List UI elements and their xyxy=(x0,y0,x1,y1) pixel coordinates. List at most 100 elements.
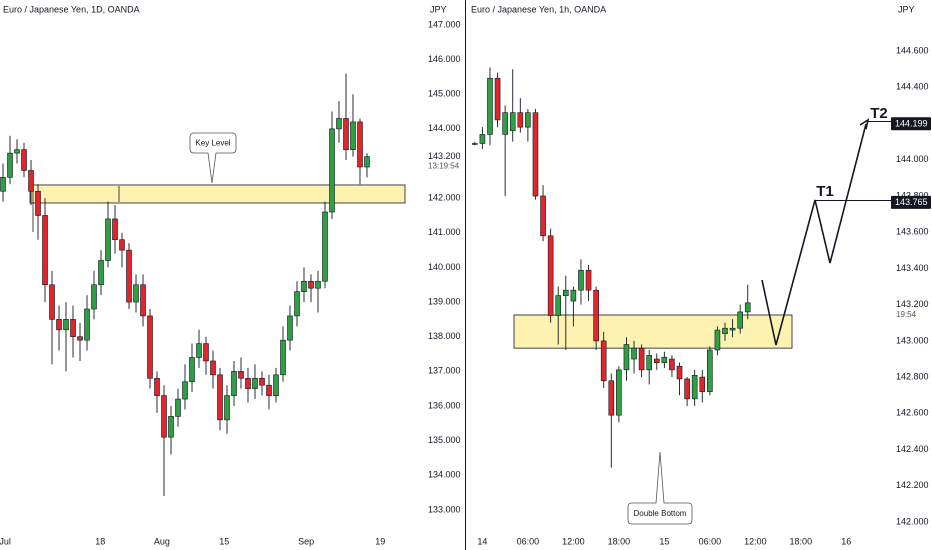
target-label: T1 xyxy=(816,183,834,200)
candle-body xyxy=(210,360,216,376)
y-tick-label: 141.000 xyxy=(428,227,461,237)
candle-body xyxy=(238,371,244,379)
price-label: 144.199 xyxy=(895,119,928,129)
candle-body xyxy=(154,377,160,396)
candle-body xyxy=(494,77,501,121)
candle-body xyxy=(616,369,622,416)
candle-body xyxy=(56,319,62,331)
candle-body xyxy=(112,218,118,241)
candle-body xyxy=(729,327,736,331)
candle-body xyxy=(147,315,153,379)
candle-body xyxy=(308,280,314,289)
candle-body xyxy=(119,239,125,251)
x-tick-label: 12:00 xyxy=(562,536,585,546)
x-tick-label: 16 xyxy=(841,536,851,546)
x-tick-label: Sep xyxy=(298,536,314,546)
candle-body xyxy=(502,112,508,135)
y-tick-label: 137.000 xyxy=(428,366,461,376)
candle-body xyxy=(294,291,300,317)
candle-body xyxy=(555,295,562,316)
candle-body xyxy=(676,365,683,380)
x-tick-label: 18:00 xyxy=(608,536,631,546)
x-tick-label: 12:00 xyxy=(744,536,767,546)
price-label-box xyxy=(891,195,931,209)
candle-body xyxy=(699,376,706,392)
candle-body xyxy=(301,280,307,292)
projection-arrow xyxy=(859,118,870,130)
candle-body xyxy=(70,319,76,338)
candle-body xyxy=(722,327,728,334)
candle-body xyxy=(336,118,342,130)
candle-body xyxy=(669,358,675,371)
candle-body xyxy=(593,289,599,342)
axis-unit: JPY xyxy=(898,4,915,14)
candle-body xyxy=(266,384,272,396)
candle-body xyxy=(252,377,258,389)
candle-body xyxy=(684,378,690,400)
candle-body xyxy=(600,340,607,382)
zone xyxy=(29,184,406,204)
candle-body xyxy=(203,343,209,362)
candle-body xyxy=(224,395,230,421)
x-tick-label: 15 xyxy=(659,536,669,546)
candle-body xyxy=(231,371,237,396)
countdown: 13:19:54 xyxy=(428,162,460,171)
y-tick-label: 143.400 xyxy=(896,263,929,273)
y-tick-label: 133.000 xyxy=(428,504,461,514)
y-tick-label: 138.000 xyxy=(428,331,461,341)
price-label: 143.200 xyxy=(428,151,461,161)
candle-body xyxy=(245,377,251,389)
y-tick-label: 143.600 xyxy=(896,227,929,237)
y-tick-label: 143.000 xyxy=(896,335,929,345)
candle-body xyxy=(744,302,751,313)
candle-body xyxy=(287,315,293,341)
candle-body xyxy=(517,112,524,128)
candle-body xyxy=(578,269,584,291)
x-tick-label: 18:00 xyxy=(790,536,813,546)
candle-body xyxy=(343,118,349,150)
x-tick-label: Jul xyxy=(0,536,11,546)
candle-body xyxy=(161,395,167,438)
y-tick-label: 147.000 xyxy=(428,19,461,29)
y-tick-label: 140.000 xyxy=(428,262,461,272)
callout-box xyxy=(189,132,237,184)
y-tick-label: 146.000 xyxy=(428,54,461,64)
candle-body xyxy=(168,416,174,438)
candle-body xyxy=(189,357,195,383)
countdown: 19:54 xyxy=(896,310,917,319)
candle-body xyxy=(322,211,328,282)
callout-box xyxy=(627,451,693,525)
y-tick-label: 142.000 xyxy=(896,516,929,526)
candle-body xyxy=(532,112,539,197)
candle-body xyxy=(49,284,55,320)
candle-body xyxy=(63,319,69,331)
x-tick-label: 06:00 xyxy=(699,536,722,546)
x-tick-label: Aug xyxy=(154,536,170,546)
y-tick-label: 142.400 xyxy=(896,444,929,454)
x-tick-label: 06:00 xyxy=(517,536,540,546)
y-tick-label: 136.000 xyxy=(428,400,461,410)
axis-unit: JPY xyxy=(430,4,447,14)
candle-body xyxy=(105,218,111,261)
candle-body xyxy=(175,398,181,417)
candle-body xyxy=(98,260,104,286)
candle-body xyxy=(562,289,569,296)
candle-body xyxy=(540,195,546,237)
candle-body xyxy=(487,77,493,135)
target-label: T2 xyxy=(870,105,888,122)
candle-body xyxy=(364,156,370,168)
candle-body xyxy=(217,374,223,421)
y-tick-label: 144.000 xyxy=(896,154,929,164)
candle-body xyxy=(737,311,743,329)
candle-body xyxy=(84,308,90,341)
y-tick-label: 135.000 xyxy=(428,435,461,445)
candle-body xyxy=(357,121,363,168)
candle-body xyxy=(28,170,34,192)
candle-body xyxy=(196,343,202,358)
candle-body xyxy=(525,112,531,128)
candle-body xyxy=(77,336,83,341)
y-tick-label: 144.400 xyxy=(896,82,929,92)
candle-body xyxy=(608,380,615,416)
candle-body xyxy=(350,121,356,150)
